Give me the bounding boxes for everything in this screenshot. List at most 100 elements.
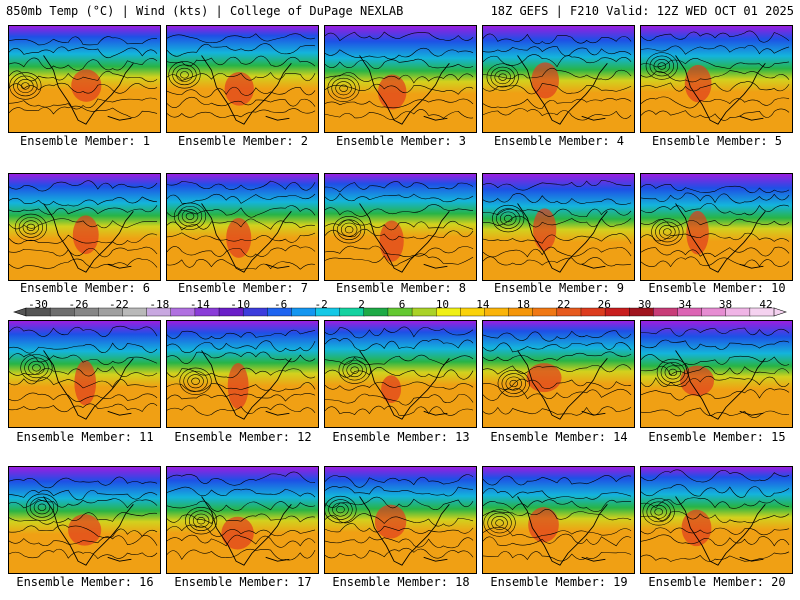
warm-plume — [381, 375, 402, 404]
colorbar-tick-label: -30 — [28, 298, 48, 311]
closed-contour — [494, 70, 511, 85]
coastline — [359, 55, 450, 125]
height-contour — [483, 330, 632, 342]
member-label: Ensemble Member: 3 — [335, 134, 467, 148]
closed-contour — [495, 519, 504, 527]
height-contour — [641, 551, 790, 562]
height-contour — [483, 351, 632, 362]
height-contour — [641, 81, 790, 92]
ensemble-map-19 — [482, 466, 635, 574]
coastline — [675, 496, 766, 566]
height-contour — [167, 96, 316, 108]
height-contour — [9, 70, 158, 83]
height-contour — [9, 489, 158, 501]
ensemble-map-4 — [482, 25, 635, 133]
height-contour — [167, 534, 316, 548]
closed-contour — [501, 373, 526, 394]
closed-contour — [655, 221, 680, 243]
closed-contour — [28, 360, 45, 375]
height-contour — [325, 547, 474, 559]
height-contour — [9, 36, 158, 46]
height-contour — [325, 47, 474, 60]
closed-contour — [503, 214, 513, 223]
closed-contour — [649, 55, 674, 77]
temperature-field — [167, 467, 318, 573]
closed-contour — [176, 67, 193, 82]
height-contour — [641, 108, 790, 121]
height-contour — [325, 523, 474, 534]
coastline — [201, 350, 292, 420]
closed-contour — [336, 219, 362, 240]
warm-plume — [684, 64, 712, 103]
coastline — [517, 203, 608, 273]
temperature-field — [641, 321, 792, 427]
warm-plume — [526, 363, 562, 393]
closed-contour — [497, 369, 530, 398]
member-label: Ensemble Member: 16 — [16, 575, 154, 589]
warm-plume — [378, 74, 407, 110]
member-label: Ensemble Member: 18 — [332, 575, 470, 589]
height-contour — [167, 524, 316, 537]
height-contour — [483, 342, 632, 353]
ensemble-map-8 — [324, 173, 477, 281]
closed-contour — [487, 512, 512, 534]
height-contour — [483, 551, 632, 562]
ensemble-map-7 — [166, 173, 319, 281]
colorbar-max-arrow — [773, 307, 787, 317]
ensemble-map-16 — [8, 466, 161, 574]
closed-contour — [173, 202, 207, 230]
height-contour — [167, 329, 316, 340]
height-contour — [641, 407, 790, 418]
height-contour — [9, 46, 158, 59]
warm-plume — [531, 62, 559, 99]
temperature-fill — [325, 174, 476, 280]
closed-contour — [486, 63, 519, 91]
height-contour — [9, 476, 158, 489]
ensemble-map-20 — [640, 466, 793, 574]
height-contour — [9, 246, 158, 258]
height-contour — [325, 393, 474, 406]
height-contour — [9, 548, 158, 559]
ensemble-map-10 — [640, 173, 793, 281]
height-contour — [483, 256, 632, 267]
warm-plume — [681, 509, 712, 547]
coastline — [675, 350, 766, 420]
temperature-field — [483, 467, 634, 573]
height-contour — [641, 246, 790, 258]
temperature-fill — [641, 174, 792, 280]
warm-plume — [71, 69, 102, 102]
height-contour — [167, 500, 316, 512]
height-contour — [167, 340, 316, 354]
closed-contour — [29, 496, 55, 518]
closed-contour — [509, 379, 519, 388]
ensemble-map-15 — [640, 320, 793, 428]
coastline — [43, 350, 134, 420]
member-label: Ensemble Member: 14 — [490, 430, 628, 444]
closed-contour — [646, 501, 671, 523]
height-contour — [9, 511, 158, 525]
temperature-field — [9, 321, 160, 427]
closed-contour — [328, 499, 353, 520]
warm-plume — [374, 504, 407, 539]
height-contour — [325, 31, 474, 42]
closed-contour — [650, 504, 667, 519]
height-contour — [9, 205, 158, 215]
height-contour — [325, 405, 474, 416]
height-contour — [325, 326, 474, 339]
closed-contour — [183, 370, 208, 392]
colorbar-tick-label: 42 — [759, 298, 773, 311]
height-contour — [167, 180, 316, 191]
colorbar-tick-label: -6 — [274, 298, 288, 311]
colorbar-tick-label: 18 — [516, 298, 530, 311]
coastline — [201, 55, 292, 125]
height-contour — [167, 86, 316, 98]
closed-contour — [346, 363, 363, 378]
height-contour — [325, 338, 474, 351]
closed-contour — [192, 513, 210, 528]
coastline — [517, 55, 608, 125]
closed-contour — [335, 81, 352, 96]
temperature-field — [641, 174, 792, 280]
ensemble-map-3 — [324, 25, 477, 133]
temperature-field — [483, 174, 634, 280]
ensemble-map-11 — [8, 320, 161, 428]
